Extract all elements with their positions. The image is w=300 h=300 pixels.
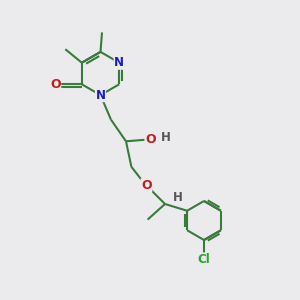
Text: N: N	[95, 88, 106, 102]
Text: H: H	[161, 131, 170, 144]
Text: O: O	[50, 78, 61, 91]
Text: H: H	[173, 191, 182, 204]
Text: O: O	[141, 179, 152, 192]
Text: N: N	[114, 56, 124, 69]
Text: Cl: Cl	[198, 253, 210, 266]
Text: O: O	[145, 133, 156, 146]
